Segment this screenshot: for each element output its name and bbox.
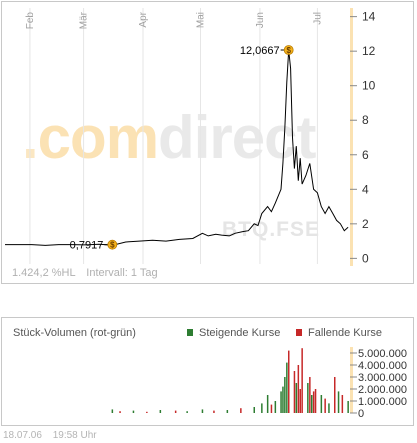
volume-bar [311,395,313,413]
high-label: 12,0667 [240,45,280,57]
timestamp-date: 18.07.06 [3,430,42,441]
volume-bar [213,410,215,413]
volume-bar [307,383,309,413]
y-tick-label: 6 [362,148,369,162]
volume-bar [347,401,349,413]
volume-bar [309,377,311,413]
volume-bar [240,408,242,413]
volume-bar [286,362,288,413]
volume-y-tick-label: 0 [358,408,364,420]
x-tick-label: Jun [255,12,266,28]
legend-rising-swatch [187,329,193,336]
volume-bar [301,348,303,413]
volume-bar [284,377,286,413]
volume-bar [253,407,255,413]
volume-bar [274,401,277,413]
volume-bar [341,395,344,413]
x-tick-label: Jul [312,12,323,25]
volume-y-tick-label: 2.000.000 [358,384,407,396]
low-marker: $0,7917 [70,240,118,252]
y-tick-label: 0 [362,251,369,265]
volume-y-tick-label: 3.000.000 [358,372,407,384]
legend-falling: Fallende Kurse [296,327,382,339]
volume-bar [174,410,177,413]
volume-y-axis-bar [350,347,353,413]
high-marker: $12,0667 [240,45,294,57]
y-tick-label: 12 [362,44,376,58]
x-tick-label: Apr [138,11,149,27]
y-tick-label: 10 [362,79,376,93]
timestamp-time: 19:58 Uhr [52,430,97,441]
volume-bar [334,377,336,413]
svg-text:$: $ [286,46,291,55]
volume-bar [293,371,296,413]
price-chart: Feb Mär Apr Mai Jun Jul02468101214$12,0667$0,… [5,8,376,266]
legend-falling-label: Fallende Kurse [308,327,382,339]
volume-bar [337,391,340,413]
legend-rising: Steigende Kurse [187,327,280,339]
volume-bar [314,389,317,413]
y-axis-bar [350,8,353,266]
timestamp: 18.07.06 19:58 Uhr [3,430,97,441]
volume-bar [261,403,263,413]
volume-bar [312,391,315,413]
volume-bar [201,409,204,413]
volume-bar [111,409,114,413]
volume-bar [288,350,290,413]
volume-bar [159,410,162,413]
volume-bar [266,395,269,413]
low-label: 0,7917 [70,240,104,252]
price-chart-panel [1,1,414,284]
interval-label: Intervall: 1 Tag [86,267,158,279]
y-tick-label: 14 [362,10,376,24]
volume-bar [297,365,300,413]
volume-y-tick-label: 1.000.000 [358,396,407,408]
volume-bar [132,410,135,413]
volume-bar [295,383,298,413]
volume-bar [186,411,188,413]
y-tick-label: 4 [362,182,369,196]
volume-bar [324,398,326,413]
x-tick-label: Mär [79,11,90,29]
volume-chart-panel [1,317,414,426]
volume-bar [320,395,323,413]
legend-falling-swatch [296,329,302,336]
x-tick-label: Mai [196,12,207,28]
performance-change: 1.424,2 %HL [12,267,76,279]
volume-bar [328,403,330,413]
volume-y-tick-label: 5.000.000 [358,348,407,360]
y-tick-label: 2 [362,217,369,231]
svg-text:$: $ [110,241,115,250]
volume-bar [119,411,121,413]
x-tick-label: Feb [25,12,36,30]
volume-bar [282,386,284,413]
legend-rising-label: Steigende Kurse [199,327,281,339]
y-tick-label: 8 [362,113,369,127]
volume-title: Stück-Volumen (rot-grün) [13,327,136,339]
performance-info: 1.424,2 %HL Intervall: 1 Tag [12,267,158,279]
volume-bar [299,389,301,413]
volume-y-tick-label: 4.000.000 [358,360,407,372]
volume-bar [226,410,229,413]
volume-bar [280,391,282,413]
volume-bar [270,404,273,413]
volume-bar [146,411,148,413]
